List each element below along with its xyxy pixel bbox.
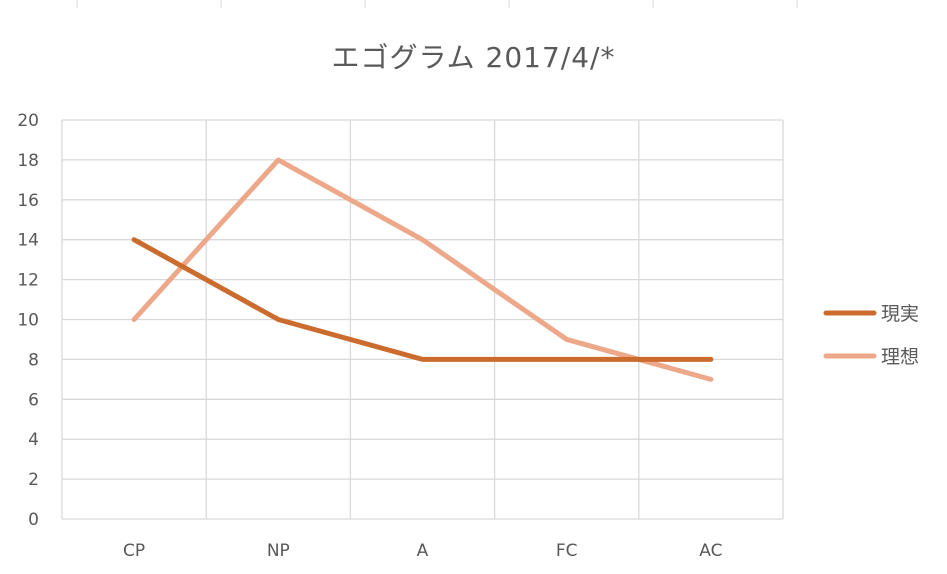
gridlines: [61, 119, 784, 520]
series-line-1: [131, 237, 714, 362]
y-tick-label: 4: [28, 430, 39, 450]
y-tick-label: 18: [17, 151, 39, 171]
y-axis-ticks: 0 2 4 6 8 10 12 14 16 18 20: [17, 111, 39, 530]
y-tick-label: 8: [28, 350, 39, 370]
y-tick-label: 2: [28, 470, 39, 490]
x-tick-label: A: [417, 541, 429, 561]
y-tick-label: 20: [17, 111, 39, 131]
x-tick-label: NP: [267, 541, 290, 561]
y-tick-label: 12: [17, 271, 39, 291]
legend-label: 現実: [881, 303, 919, 325]
x-tick-label: FC: [556, 541, 578, 561]
x-axis-ticks: CP NP A FC AC: [123, 541, 722, 561]
x-tick-label: CP: [123, 541, 145, 561]
series-line-2: [131, 157, 714, 382]
y-tick-label: 0: [28, 510, 39, 530]
series-lines: [131, 157, 714, 382]
legend-label: 理想: [881, 346, 919, 368]
chart-title: エゴグラム 2017/4/*: [331, 41, 616, 74]
y-tick-label: 16: [17, 191, 39, 211]
x-tick-label: AC: [699, 541, 722, 561]
y-tick-label: 10: [17, 311, 39, 331]
y-tick-label: 6: [28, 390, 39, 410]
y-tick-label: 14: [17, 231, 39, 251]
spreadsheet-gridlines: [76, 0, 798, 8]
